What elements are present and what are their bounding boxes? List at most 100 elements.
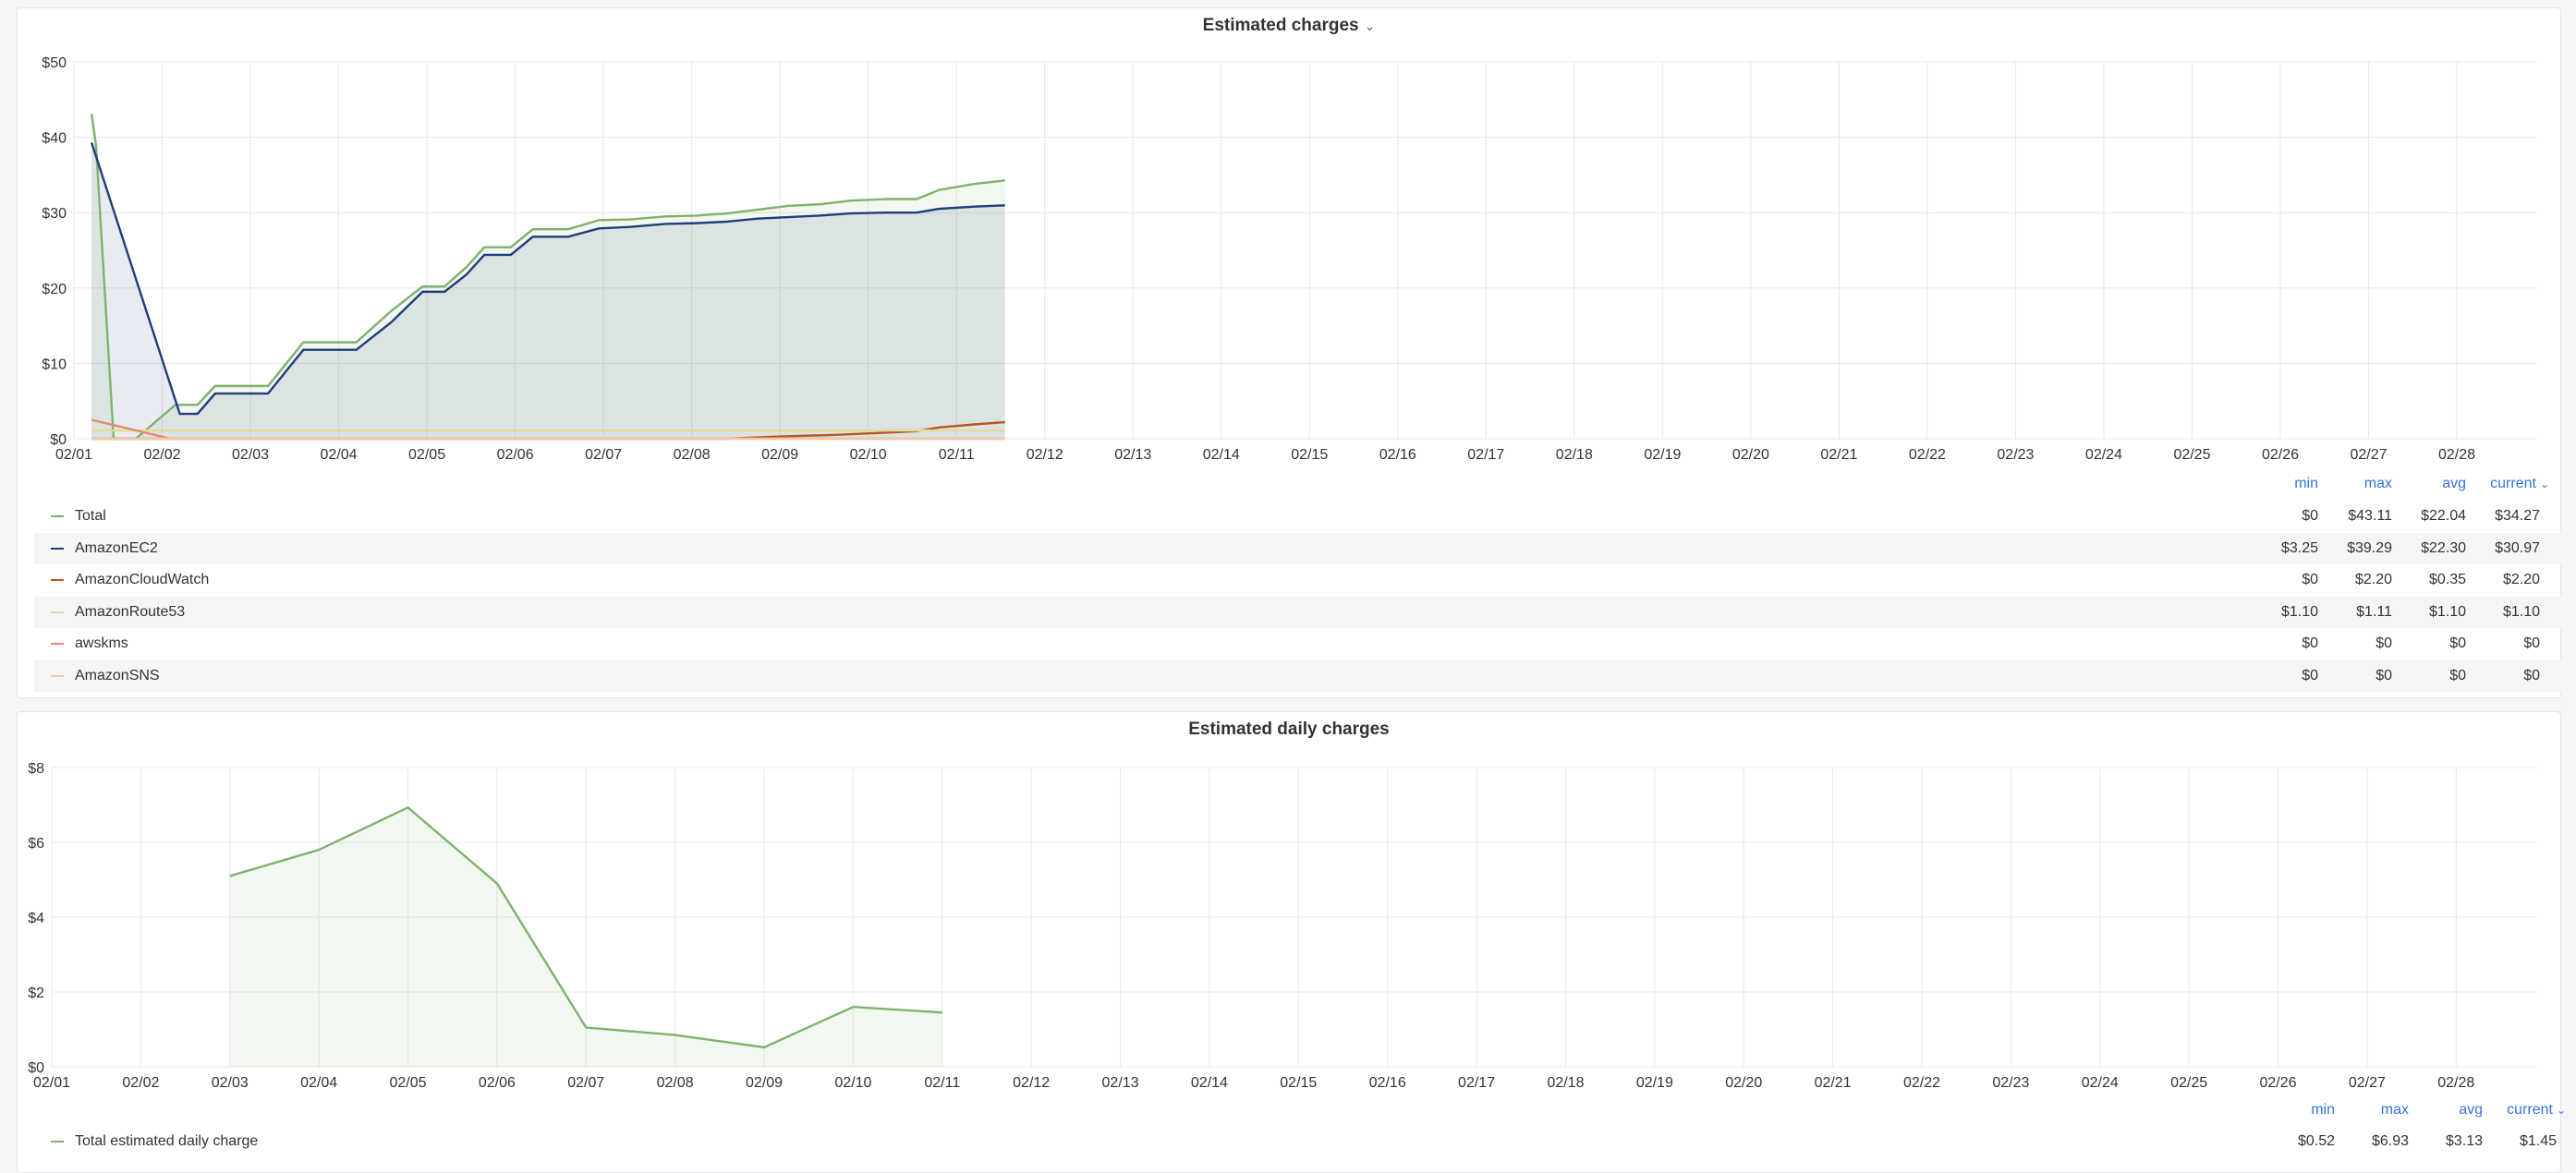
x-tick-label: 02/27: [2350, 447, 2387, 463]
x-tick-label: 02/26: [2259, 1075, 2296, 1091]
y-tick-label: $2: [28, 986, 44, 1001]
x-tick-label: 02/06: [479, 1075, 516, 1091]
series-color-swatch[interactable]: [51, 611, 64, 613]
legend-series-name[interactable]: AmazonEC2: [75, 539, 158, 556]
series-area-fill: [91, 114, 1005, 439]
x-tick-label: 02/11: [939, 447, 975, 463]
legend-item[interactable]: Total estimated daily charge $0.52 $6.93 $3…: [34, 1126, 2566, 1157]
x-tick-label: 02/28: [2437, 1075, 2474, 1091]
legend-header-min[interactable]: min: [2311, 1102, 2335, 1118]
legend-header: min max avg current ⌄: [2235, 476, 2549, 496]
x-tick-label: 02/28: [2438, 447, 2475, 463]
x-tick-label: 02/19: [1636, 1075, 1673, 1091]
x-tick-label: 02/22: [1903, 1075, 1940, 1091]
x-tick-label: 02/05: [389, 1075, 426, 1091]
legend-value-max: $1.11: [2356, 603, 2392, 620]
legend-header-avg[interactable]: avg: [2442, 476, 2466, 491]
series-color-swatch[interactable]: [51, 674, 64, 677]
legend-value-avg: $0: [2449, 635, 2466, 651]
series-color-swatch[interactable]: [51, 579, 64, 581]
legend-header-current-label: current: [2507, 1102, 2553, 1118]
legend-header-current[interactable]: current ⌄: [2473, 1102, 2566, 1119]
x-tick-label: 02/19: [1644, 447, 1681, 463]
x-tick-label: 02/24: [2085, 447, 2122, 463]
legend-header-max[interactable]: max: [2380, 1102, 2409, 1118]
x-tick-label: 02/15: [1291, 447, 1328, 463]
x-tick-label: 02/04: [300, 1075, 337, 1091]
chevron-down-icon: ⌄: [2556, 1104, 2566, 1117]
legend-value-current: $30.97: [2495, 539, 2540, 556]
x-tick-label: 02/09: [746, 1075, 783, 1091]
series-color-swatch[interactable]: [51, 643, 64, 645]
x-tick-label: 02/22: [1909, 447, 1946, 463]
legend-value-min: $1.10: [2280, 603, 2318, 620]
x-tick-label: 02/14: [1191, 1075, 1228, 1091]
legend-value-max: $2.20: [2354, 572, 2392, 587]
legend-series-name[interactable]: Total: [75, 508, 106, 524]
x-tick-label: 02/14: [1203, 447, 1240, 463]
legend-value-avg: $22.04: [2421, 508, 2466, 524]
x-tick-label: 02/08: [657, 1075, 694, 1091]
x-tick-label: 02/11: [924, 1075, 960, 1091]
x-tick-label: 02/23: [1992, 1075, 2029, 1091]
legend-item[interactable]: AmazonEC2 $3.25 $39.29 $22.30 $30.97: [34, 532, 2566, 564]
legend-header-min[interactable]: min: [2294, 476, 2318, 491]
x-tick-label: 02/17: [1458, 1075, 1495, 1091]
legend-series-name[interactable]: awskms: [75, 635, 128, 651]
x-tick-label: 02/10: [850, 447, 887, 463]
legend-value-avg: $22.30: [2421, 539, 2466, 556]
legend-item[interactable]: AmazonRoute53 $1.10 $1.11 $1.10 $1.10: [34, 596, 2566, 628]
y-tick-label: $0: [50, 432, 67, 448]
legend-value-min: $0.52: [2297, 1133, 2335, 1149]
x-tick-label: 02/02: [122, 1075, 159, 1091]
legend-series-name[interactable]: Total estimated daily charge: [75, 1133, 259, 1149]
legend-series-name[interactable]: AmazonCloudWatch: [75, 572, 210, 587]
y-tick-label: $6: [28, 836, 44, 852]
panel-title[interactable]: Estimated daily charges: [1188, 720, 1390, 739]
panel-title-dropdown[interactable]: Estimated charges ⌄: [18, 16, 2560, 36]
x-tick-label: 02/07: [567, 1075, 604, 1091]
legend-item[interactable]: Total $0 $43.11 $22.04 $34.27: [34, 501, 2566, 532]
legend-value-max: $0: [2376, 635, 2392, 651]
series-color-swatch[interactable]: [51, 547, 64, 550]
legend-series-name[interactable]: AmazonRoute53: [75, 603, 186, 620]
x-tick-label: 02/13: [1102, 1075, 1139, 1091]
y-tick-label: $30: [42, 206, 67, 222]
x-tick-label: 02/21: [1820, 447, 1857, 463]
series-color-swatch[interactable]: [51, 1141, 64, 1143]
legend-series-name[interactable]: AmazonSNS: [75, 667, 160, 683]
x-tick-label: 02/23: [1997, 447, 2034, 463]
series-color-swatch[interactable]: [51, 515, 64, 517]
series-line: [90, 114, 1005, 441]
x-tick-label: 02/18: [1547, 1075, 1584, 1091]
chevron-down-icon: ⌄: [2539, 478, 2549, 490]
legend-value-avg: $3.13: [2445, 1133, 2483, 1149]
legend-header-current[interactable]: current ⌄: [2457, 476, 2549, 492]
legend-value-max: $39.29: [2347, 539, 2392, 556]
legend-item[interactable]: awskms $0 $0 $0 $0: [34, 628, 2566, 659]
legend-item[interactable]: AmazonCloudWatch $0 $2.20 $0.35 $2.20: [34, 564, 2566, 596]
series-area-fill: [91, 142, 1005, 439]
y-tick-label: $40: [42, 131, 67, 147]
legend-header-max[interactable]: max: [2363, 476, 2392, 491]
legend-value-current: $0: [2523, 667, 2540, 683]
legend-value-current: $2.20: [2502, 572, 2540, 587]
legend-value-avg: $0.35: [2428, 572, 2466, 587]
legend-value-avg: $1.10: [2428, 603, 2466, 620]
x-tick-label: 02/03: [232, 447, 269, 463]
legend-header-avg[interactable]: avg: [2459, 1102, 2483, 1118]
y-tick-label: $4: [28, 911, 44, 926]
x-tick-label: 02/20: [1725, 1075, 1762, 1091]
x-tick-label: 02/16: [1379, 447, 1416, 463]
legend-item[interactable]: AmazonSNS $0 $0 $0 $0: [34, 659, 2566, 692]
x-tick-label: 02/15: [1280, 1075, 1317, 1091]
legend-value-min: $3.25: [2280, 539, 2318, 556]
x-tick-label: 02/25: [2173, 447, 2210, 463]
x-tick-label: 02/13: [1114, 447, 1151, 463]
legend-value-avg: $0: [2449, 667, 2466, 683]
x-tick-label: 02/02: [143, 447, 180, 463]
x-tick-label: 02/12: [1013, 1075, 1050, 1091]
legend-value-min: $0: [2302, 572, 2318, 587]
x-tick-label: 02/01: [55, 447, 92, 463]
x-tick-label: 02/08: [674, 447, 711, 463]
